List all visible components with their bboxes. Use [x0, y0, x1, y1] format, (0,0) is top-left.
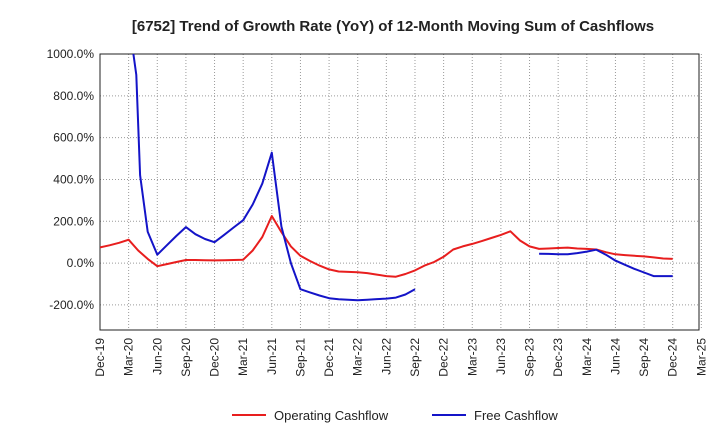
y-tick-label: 600.0% [53, 131, 94, 145]
x-tick-label: Mar-20 [122, 338, 136, 376]
grid [99, 53, 702, 330]
free-cashflow-line [132, 54, 416, 302]
y-tick-label: -200.0% [49, 298, 94, 312]
legend: Operating Cashflow Free Cashflow [232, 408, 558, 423]
y-tick-label: 400.0% [53, 172, 94, 186]
x-tick-label: Sep-24 [637, 338, 651, 377]
x-tick-label: Mar-21 [236, 338, 250, 376]
y-tick-label: 800.0% [53, 89, 94, 103]
x-tick-label: Sep-22 [408, 338, 422, 377]
x-tick-label: Dec-24 [666, 338, 680, 377]
x-tick-label: Dec-22 [437, 338, 451, 377]
operating-cashflow-line [100, 215, 673, 278]
chart-title: [6752] Trend of Growth Rate (YoY) of 12-… [132, 18, 654, 35]
x-tick-label: Jun-21 [265, 338, 279, 375]
plot-area-border [99, 53, 700, 331]
x-tick-label: Jun-22 [379, 338, 393, 375]
x-tick-label: Mar-25 [694, 338, 708, 376]
x-tick-label: Jun-24 [608, 338, 622, 375]
x-tick-label: Mar-24 [580, 338, 594, 376]
series-lines [100, 54, 673, 302]
x-tick-label: Mar-22 [351, 338, 365, 376]
legend-label-operating-cashflow: Operating Cashflow [274, 408, 389, 423]
free-cashflow-line [539, 248, 673, 278]
x-tick-label: Sep-20 [179, 338, 193, 377]
x-tick-label: Dec-19 [93, 338, 107, 377]
y-tick-label: 0.0% [67, 256, 95, 270]
x-tick-label: Sep-21 [293, 338, 307, 377]
x-tick-label: Dec-23 [551, 338, 565, 377]
y-tick-label: 1000.0% [47, 47, 95, 61]
x-tick-label: Jun-20 [150, 338, 164, 375]
x-tick-label: Dec-21 [322, 338, 336, 377]
x-axis: Dec-19 Mar-20 Jun-20 Sep-20 Dec-20 Mar-21 Jun-… [93, 338, 708, 377]
x-tick-label: Jun-23 [494, 338, 508, 375]
legend-label-free-cashflow: Free Cashflow [474, 408, 558, 423]
y-axis: 1000.0% 800.0% 600.0% 400.0% 200.0% 0.0% -200.… [47, 47, 95, 312]
x-tick-label: Dec-20 [208, 338, 222, 377]
x-tick-label: Mar-23 [465, 338, 479, 376]
y-tick-label: 200.0% [53, 214, 94, 228]
x-tick-label: Sep-23 [523, 338, 537, 377]
